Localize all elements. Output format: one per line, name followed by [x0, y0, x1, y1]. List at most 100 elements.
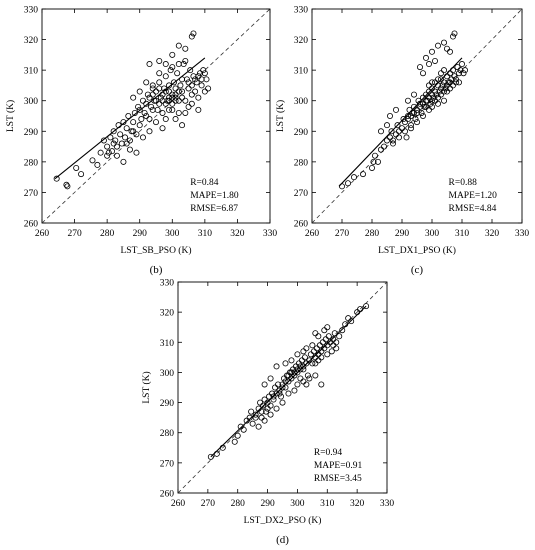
data-point	[193, 79, 200, 86]
x-tick-label: 320	[230, 229, 245, 239]
data-point	[288, 357, 295, 364]
data-point	[380, 143, 387, 150]
data-point	[452, 76, 459, 83]
panel-label: (c)	[411, 264, 424, 276]
data-point	[401, 128, 408, 135]
data-point	[443, 88, 450, 95]
data-point	[421, 103, 428, 110]
data-point	[324, 324, 331, 331]
data-point	[442, 85, 449, 92]
x-tick-label: 260	[305, 229, 320, 239]
y-tick-label: 290	[294, 128, 309, 138]
y-tick-label: 270	[294, 189, 309, 199]
data-point	[187, 67, 194, 74]
data-point	[278, 393, 285, 400]
data-point	[260, 402, 267, 409]
data-point	[195, 73, 202, 80]
y-tick-label: 320	[294, 36, 309, 46]
data-point	[159, 91, 166, 98]
data-point	[162, 73, 169, 80]
data-point	[201, 70, 208, 77]
data-point	[185, 85, 192, 92]
data-point	[418, 109, 425, 116]
data-point	[276, 387, 283, 394]
data-point	[425, 106, 432, 113]
data-point	[285, 390, 292, 397]
data-point	[279, 399, 286, 406]
y-tick-label: 300	[294, 97, 309, 107]
data-point	[270, 396, 277, 403]
data-point	[73, 164, 80, 171]
x-tick-label: 330	[380, 499, 395, 509]
data-point	[264, 405, 271, 412]
data-point	[53, 175, 60, 182]
data-point	[149, 106, 156, 113]
data-point	[339, 327, 346, 334]
data-point	[188, 100, 195, 107]
data-point	[307, 351, 314, 358]
data-point	[172, 94, 179, 101]
y-axis-label: LST (K)	[141, 371, 152, 403]
data-point	[437, 76, 444, 83]
data-point	[398, 125, 405, 132]
data-point	[407, 125, 414, 132]
data-point	[454, 64, 461, 71]
data-point	[120, 158, 127, 165]
data-point	[315, 357, 322, 364]
data-point	[428, 85, 435, 92]
data-point	[195, 94, 202, 101]
data-point	[133, 149, 140, 156]
stats-label: RMSE=4.84	[449, 204, 497, 214]
data-point	[104, 143, 111, 150]
data-point	[422, 103, 429, 110]
data-point	[291, 372, 298, 379]
data-point	[169, 94, 176, 101]
data-point	[291, 387, 298, 394]
data-point	[440, 67, 447, 74]
data-point	[389, 137, 396, 144]
data-point	[295, 360, 302, 367]
data-point	[422, 91, 429, 98]
data-point	[139, 134, 146, 141]
data-point	[288, 369, 295, 376]
data-point	[312, 372, 319, 379]
data-point	[428, 48, 435, 55]
data-point	[461, 67, 468, 74]
data-point	[428, 91, 435, 98]
data-point	[457, 67, 464, 74]
y-tick-label: 330	[294, 6, 309, 16]
data-point	[303, 381, 310, 388]
data-point	[449, 82, 456, 89]
data-point	[126, 146, 133, 153]
data-point	[389, 140, 396, 147]
data-point	[434, 76, 441, 83]
data-point	[440, 97, 447, 104]
data-point	[446, 48, 453, 55]
data-point	[144, 91, 151, 98]
data-point	[297, 366, 304, 373]
data-point	[333, 339, 340, 346]
data-point	[377, 128, 384, 135]
data-point	[422, 97, 429, 104]
data-point	[143, 79, 150, 86]
data-point	[419, 100, 426, 107]
data-point	[431, 57, 438, 64]
data-point	[248, 408, 255, 415]
data-point	[404, 113, 411, 120]
data-point	[166, 106, 173, 113]
stats-label: R=0.88	[449, 178, 478, 188]
data-point	[179, 122, 186, 129]
data-point	[280, 375, 287, 382]
data-point	[266, 393, 273, 400]
y-tick-label: 280	[160, 429, 175, 439]
x-tick-label: 330	[263, 229, 278, 239]
data-point	[431, 88, 438, 95]
data-point	[166, 94, 173, 101]
plot-frame	[311, 8, 523, 224]
plot-frame	[41, 8, 271, 224]
data-point	[270, 393, 277, 400]
data-point	[392, 131, 399, 138]
data-point	[185, 103, 192, 110]
data-point	[159, 97, 166, 104]
